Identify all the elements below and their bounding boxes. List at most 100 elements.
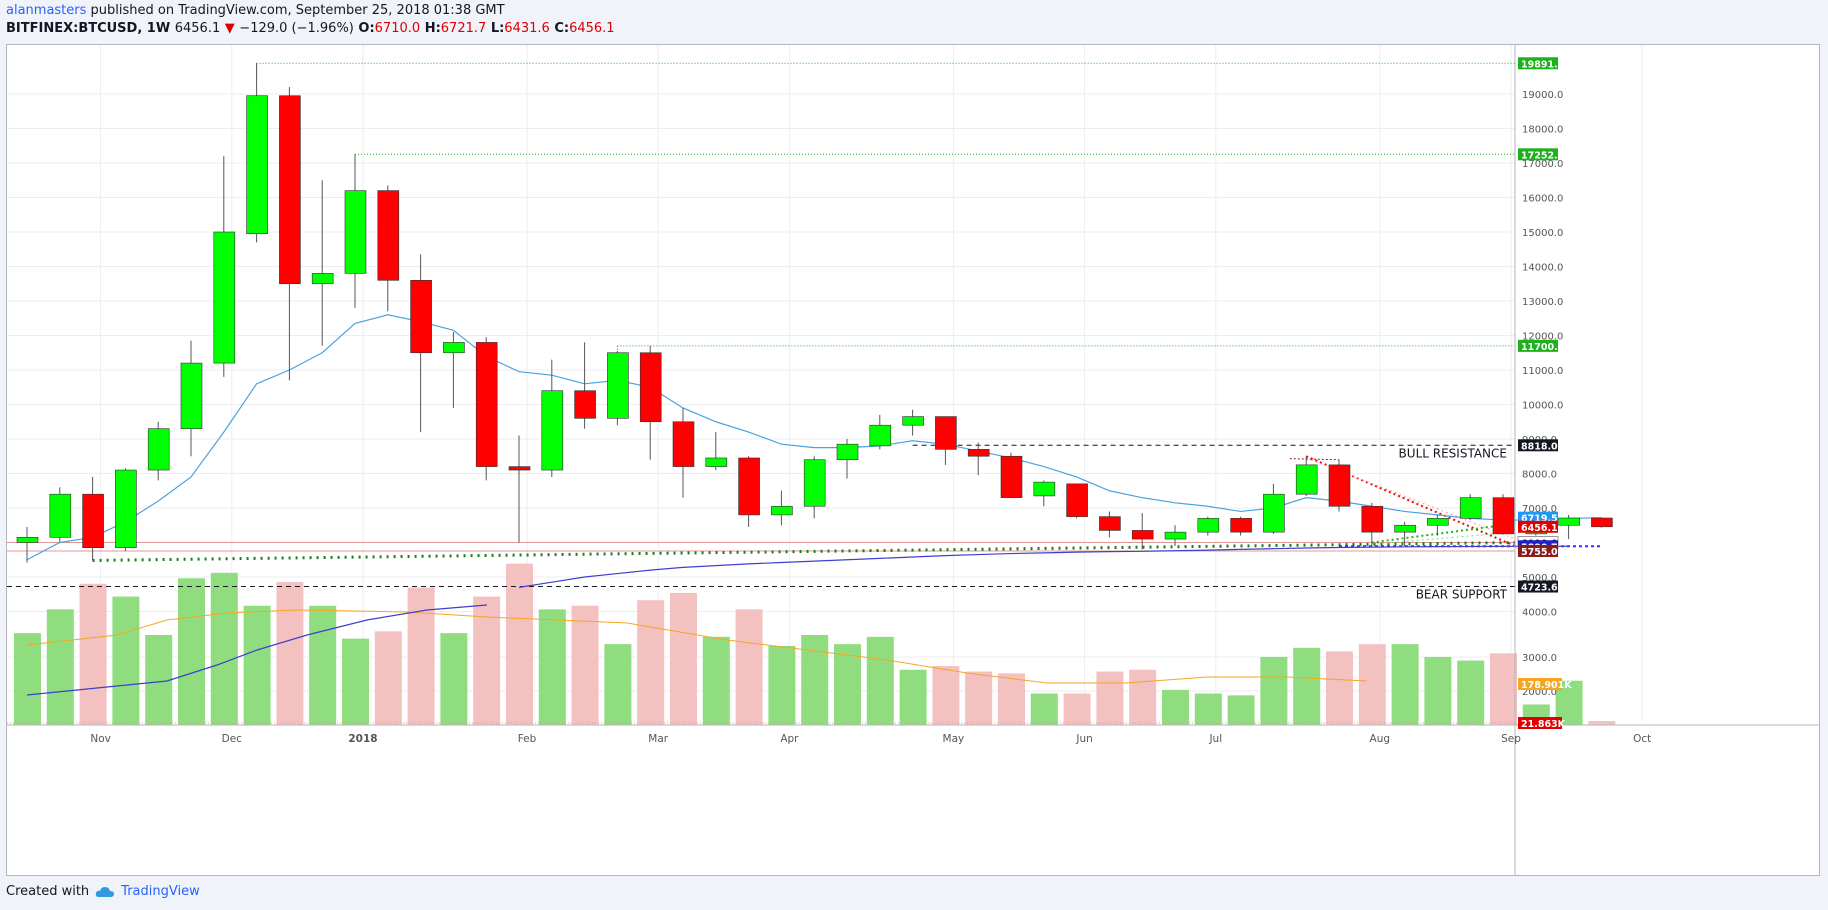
price-tick-label: 10000.0 — [1522, 401, 1563, 412]
volume-bar — [79, 583, 107, 725]
chart-annotation: BULL RESISTANCE — [1399, 446, 1507, 460]
chart-annotation: BEAR SUPPORT — [1416, 588, 1508, 602]
volume-bar — [801, 635, 829, 725]
level-lines — [7, 62, 1515, 588]
candle-body — [1263, 493, 1285, 533]
candle-body — [213, 231, 236, 364]
annotations: BULL RESISTANCE BEAR SUPPORT — [1399, 446, 1508, 601]
time-tick-label: Jul — [1208, 733, 1222, 745]
candle-body — [1591, 517, 1613, 528]
volume-bar — [637, 600, 665, 725]
top-marker-line — [1289, 458, 1340, 461]
candle-body — [607, 352, 629, 419]
author-link[interactable]: alanmasters — [6, 3, 87, 18]
level-label-bg — [1518, 439, 1558, 452]
price-tick-label: 15000.0 — [1522, 228, 1563, 239]
high-label: H: — [424, 21, 441, 36]
price-tick-label: 11000.0 — [1522, 366, 1563, 377]
price-axis: 4000.05000.06000.07000.08000.09000.01000… — [7, 45, 1819, 875]
candle-body — [344, 190, 367, 274]
candle-body — [639, 352, 662, 423]
low-value: 6431.6 — [504, 21, 550, 36]
volume-bar — [1162, 689, 1189, 725]
volume-bar — [670, 592, 697, 725]
candle-body — [1459, 497, 1482, 519]
time-tick-label: Apr — [780, 733, 799, 745]
volume-bar — [965, 671, 993, 725]
candle-body — [869, 424, 892, 447]
volume-bar — [899, 669, 927, 725]
price-tick-label: 16000.0 — [1522, 194, 1563, 205]
volume-tick-label: 2000.0 — [1522, 687, 1557, 698]
candle-body — [935, 416, 957, 450]
symbol-label: BITFINEX:BTCUSD, 1W — [6, 21, 171, 36]
price-tick-label: 5000.0 — [1522, 573, 1557, 584]
volume-bar — [112, 596, 140, 725]
level-label: 4723.6 — [1521, 583, 1558, 594]
level-label-bg — [1518, 544, 1558, 557]
tradingview-brand-link[interactable]: TradingView — [121, 884, 200, 899]
open-value: 6710.0 — [374, 21, 421, 36]
price-chart[interactable]: 4000.05000.06000.07000.08000.09000.01000… — [7, 45, 1819, 875]
time-tick-label: Nov — [90, 733, 111, 745]
candle-body — [180, 362, 203, 429]
level-label: 11700.0 — [1521, 342, 1565, 353]
time-tick-label: Feb — [518, 733, 537, 745]
candle-body — [1394, 524, 1416, 533]
volume-bars — [14, 563, 1616, 725]
price-tick-label: 18000.0 — [1522, 125, 1563, 136]
volume-bar — [243, 605, 271, 725]
volume-bar — [735, 609, 763, 725]
down-arrow-icon: ▼ — [224, 21, 235, 36]
price-tick-label: 8000.0 — [1522, 470, 1557, 481]
candle-body — [82, 493, 104, 548]
volume-label-bg — [1518, 717, 1562, 729]
candle-body — [1230, 518, 1252, 533]
price-tick-label: 4000.0 — [1522, 608, 1557, 619]
close-value: 6456.1 — [569, 21, 615, 36]
price-tick-label: 13000.0 — [1522, 297, 1563, 308]
time-tick-label: 2018 — [348, 733, 377, 745]
volume-bar — [210, 572, 238, 725]
candle-body — [1492, 497, 1515, 535]
volume-bar — [14, 633, 41, 725]
time-tick-label: Mar — [648, 733, 668, 745]
volume-bar — [276, 581, 304, 725]
volume-ma — [26, 604, 1368, 696]
candle-body — [672, 421, 695, 467]
candle-body — [115, 469, 137, 548]
candle-body — [705, 457, 728, 467]
candle-body — [1033, 481, 1056, 497]
candle-body — [1427, 518, 1449, 526]
volume-bar — [506, 563, 533, 725]
volume-bar — [407, 587, 435, 725]
level-label-bg — [1518, 580, 1558, 593]
candle-body — [147, 428, 170, 471]
volume-bar — [1391, 644, 1419, 725]
chart-panel[interactable]: 4000.05000.06000.07000.08000.09000.01000… — [6, 44, 1820, 876]
open-label: O: — [358, 21, 375, 36]
volume-bar — [1030, 693, 1058, 725]
volume-bar — [834, 644, 861, 725]
volume-bar — [1358, 644, 1386, 725]
candle-body — [836, 443, 859, 460]
close-label: C: — [554, 21, 570, 36]
volume-bar — [702, 636, 730, 725]
time-tick-label: Oct — [1633, 733, 1651, 745]
volume-bar — [1129, 669, 1157, 725]
volume-bar — [1063, 693, 1091, 725]
candle-body — [410, 280, 432, 354]
candle-body — [1197, 518, 1220, 533]
volume-ma-line — [26, 609, 1368, 684]
candle-body — [49, 493, 72, 538]
candle-body — [1099, 516, 1121, 531]
symbol-info: BITFINEX:BTCUSD, 1W 6456.1 ▼ −129.0 (−1.… — [6, 21, 615, 36]
time-tick-label: Sep — [1501, 733, 1521, 745]
footer: Created with TradingView — [6, 884, 200, 899]
volume-bar — [998, 673, 1025, 725]
volume-bar — [571, 605, 599, 725]
volume-bar — [342, 638, 369, 725]
candle-body — [1164, 531, 1187, 540]
candle-body — [1328, 464, 1351, 507]
candle-body — [574, 390, 596, 419]
